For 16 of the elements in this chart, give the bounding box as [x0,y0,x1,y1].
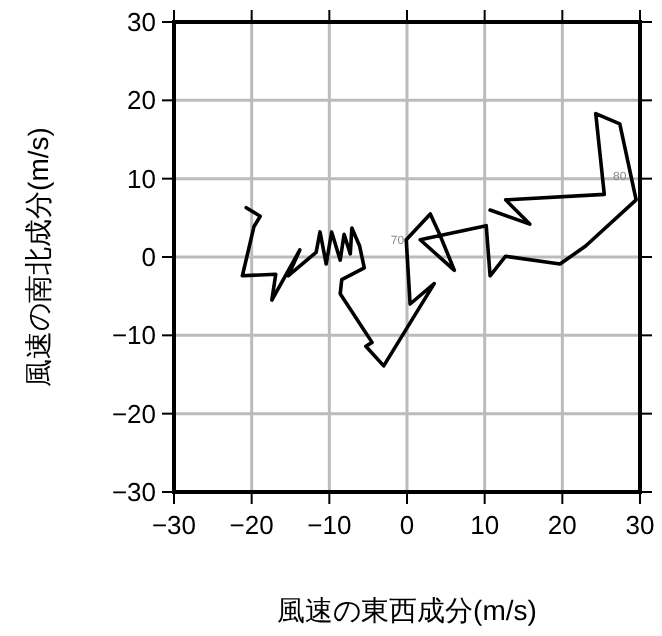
y-tick-label: 0 [141,242,156,272]
x-tick-label: 0 [399,510,415,540]
y-tick-label: 20 [127,85,156,116]
x-tick-label: 30 [625,510,655,540]
x-tick-label: 20 [547,510,577,540]
x-tick-label: −10 [307,510,352,540]
y-tick-label: −30 [111,477,156,507]
x-tick-label: −20 [229,510,274,540]
y-axis-title: 風速の南北成分(m/s) [22,127,54,387]
x-tick-label: −30 [151,510,197,540]
y-tick-label: 30 [127,7,156,37]
y-tick-label: 10 [127,163,156,194]
y-tick-label: −20 [111,398,156,429]
x-axis-title: 風速の東西成分(m/s) [277,594,537,626]
y-tick-label: −10 [111,320,156,351]
x-tick-label: 10 [470,510,500,540]
